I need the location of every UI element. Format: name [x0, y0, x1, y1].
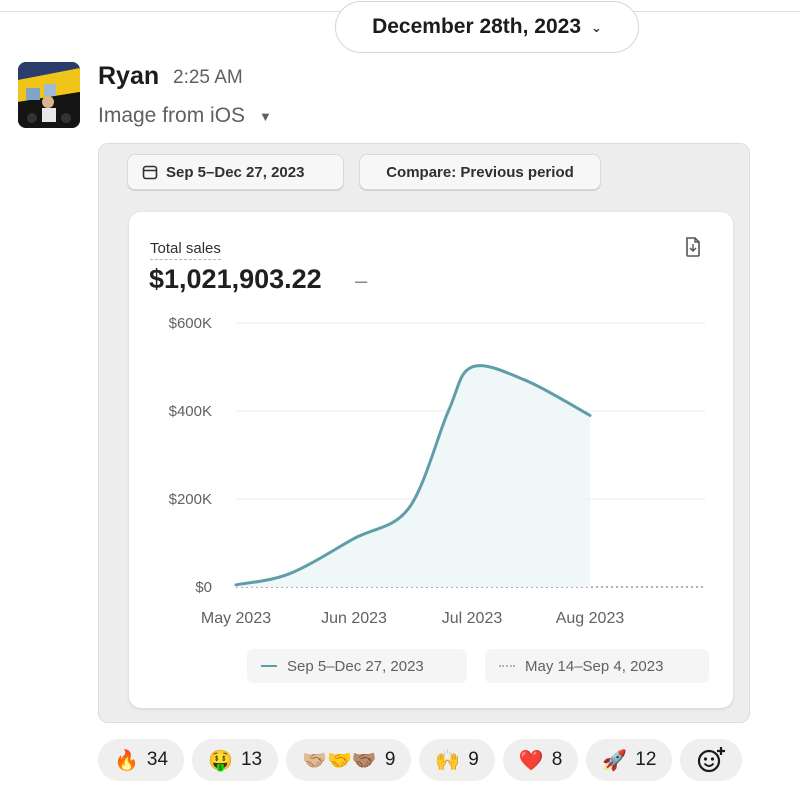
date-range-chip: Sep 5–Dec 27, 2023 — [127, 154, 344, 190]
series-line — [234, 364, 592, 587]
reaction-pill[interactable]: 🔥 34 — [98, 739, 185, 781]
reaction-count: 8 — [551, 749, 563, 770]
reaction-count: 13 — [240, 749, 263, 770]
metric-label: Total sales — [150, 240, 221, 260]
reaction-count: 34 — [146, 749, 169, 770]
metric-value: $1,021,903.22 — [149, 264, 322, 294]
y-tick-label: $200K — [169, 491, 212, 508]
y-tick-label: $0 — [195, 579, 212, 596]
reaction-pill[interactable]: ❤️ 8 — [502, 739, 579, 781]
legend-label: May 14–Sep 4, 2023 — [525, 657, 664, 675]
y-tick-label: $600K — [169, 315, 212, 332]
rocket-icon: 🚀 — [602, 748, 628, 772]
legend-item: Sep 5–Dec 27, 2023 — [247, 649, 467, 683]
sales-chart: $0 $200K $400K $600K May 2023 Jun 2023 Jul 202… — [169, 315, 706, 627]
reactions-bar: 🔥 34 🤑 13 🤝🏼🤝🤝🏽 9 🙌 9 ❤️ 8 🚀 12 — [98, 739, 743, 781]
reaction-pill[interactable]: 🙌 9 — [419, 739, 495, 781]
y-tick-label: $400K — [169, 403, 212, 420]
reaction-pill[interactable]: 🚀 12 — [586, 739, 673, 781]
raising-hands-icon: 🙌 — [435, 748, 461, 772]
series-area — [236, 365, 590, 587]
handshake-icon: 🤝🏼🤝🤝🏽 — [302, 748, 377, 772]
export-icon — [686, 237, 700, 257]
legend-label: Sep 5–Dec 27, 2023 — [287, 657, 424, 675]
reaction-count: 9 — [384, 749, 396, 770]
reaction-pill[interactable]: 🤑 13 — [192, 739, 279, 781]
x-tick-label: Aug 2023 — [556, 610, 625, 627]
legend-swatch — [499, 665, 515, 667]
fire-icon: 🔥 — [114, 748, 139, 772]
heart-icon: ❤️ — [518, 748, 544, 772]
add-emoji-icon — [698, 747, 726, 773]
image-attachment[interactable]: Sep 5–Dec 27, 2023 Compare: Previous per… — [98, 143, 750, 723]
reaction-count: 9 — [468, 749, 479, 770]
file-label-text: Image from iOS — [98, 104, 246, 127]
author-name[interactable]: Ryan — [98, 62, 160, 90]
reaction-pill[interactable]: 🤝🏼🤝🤝🏽 9 — [286, 739, 412, 781]
x-tick-label: May 2023 — [201, 610, 271, 627]
date-divider-button[interactable]: December 28th, 2023 ⌄ — [335, 1, 639, 53]
file-label[interactable]: Image from iOS ▼ — [98, 104, 272, 128]
metric-change: – — [355, 268, 368, 293]
x-tick-label: Jun 2023 — [321, 610, 387, 627]
caret-down-icon[interactable]: ▼ — [259, 108, 272, 124]
legend-item: May 14–Sep 4, 2023 — [485, 649, 709, 683]
date-range-chip-label: Sep 5–Dec 27, 2023 — [166, 163, 305, 181]
reaction-count: 12 — [635, 749, 657, 770]
add-reaction-button[interactable] — [680, 739, 743, 781]
x-tick-label: Jul 2023 — [442, 610, 503, 627]
calendar-icon — [142, 165, 158, 180]
legend-swatch — [261, 665, 277, 667]
avatar[interactable] — [18, 62, 80, 128]
message-timestamp[interactable]: 2:25 AM — [173, 67, 243, 88]
money-mouth-face-icon: 🤑 — [208, 748, 233, 772]
compare-chip: Compare: Previous period — [359, 154, 601, 190]
compare-chip-label: Compare: Previous period — [386, 163, 574, 181]
date-divider-label: December 28th, 2023 — [372, 15, 582, 38]
sales-card: Total sales $1,021,903.22 – $0 $200K $400K… — [129, 212, 733, 708]
chevron-down-icon: ⌄ — [591, 20, 602, 35]
